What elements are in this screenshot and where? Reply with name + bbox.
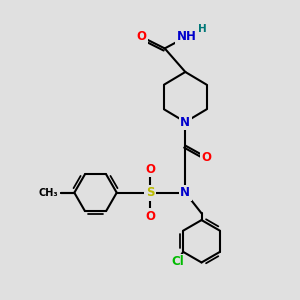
Text: H: H xyxy=(198,24,206,34)
Text: Cl: Cl xyxy=(171,255,184,268)
Text: O: O xyxy=(145,163,155,176)
Text: NH: NH xyxy=(177,30,197,43)
Text: CH₃: CH₃ xyxy=(38,188,58,198)
Text: O: O xyxy=(136,30,146,43)
Text: O: O xyxy=(202,151,212,164)
Text: N: N xyxy=(180,116,190,128)
Text: N: N xyxy=(180,186,190,199)
Text: O: O xyxy=(145,210,155,223)
Text: S: S xyxy=(146,186,154,199)
